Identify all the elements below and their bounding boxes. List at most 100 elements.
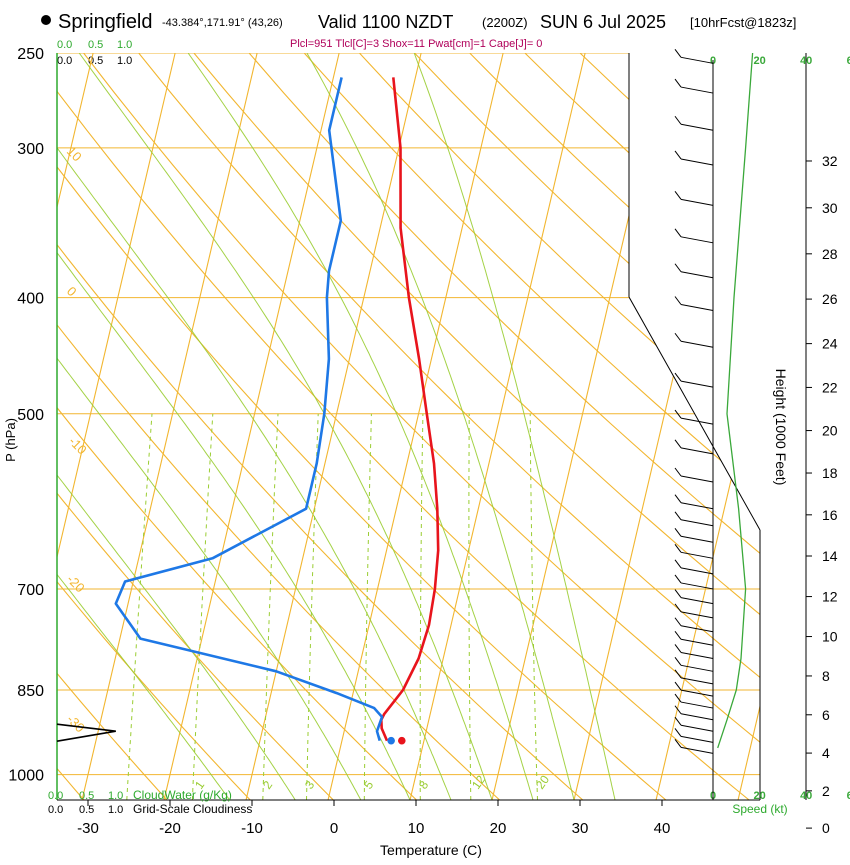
wind-barb xyxy=(681,652,713,658)
wind-barb xyxy=(681,552,713,558)
wind-speed-profile xyxy=(718,53,753,748)
top-cloudwater-tick: 0.5 xyxy=(88,39,103,51)
wind-barb-flag xyxy=(675,618,681,626)
wind-barb-flag xyxy=(675,528,681,536)
moist-adiabat-35 xyxy=(414,53,615,800)
bottom-cloudwater-tick: 1.0 xyxy=(108,790,123,802)
temperature-tick-label: 10 xyxy=(408,820,425,837)
wind-barb xyxy=(681,714,713,720)
valid-time: Valid 1100 NZDT xyxy=(318,12,453,32)
pressure-tick-label: 850 xyxy=(17,683,44,700)
wind-barb-flag xyxy=(675,717,681,725)
isotherm-20 xyxy=(492,53,667,800)
pressure-tick-label: 1000 xyxy=(8,768,44,785)
wind-barb xyxy=(681,536,713,542)
mixing-ratio-5 xyxy=(364,414,371,800)
wind-barb xyxy=(681,87,713,93)
dry-adiabat-370 xyxy=(304,53,850,800)
moist-adiabat-20 xyxy=(79,53,492,800)
y-axis-title: P (hPa) xyxy=(3,418,18,462)
mixing-ratio-0.5 xyxy=(127,414,152,800)
wind-barb-flag xyxy=(675,590,681,598)
mixing-ratio-label: 12 xyxy=(469,772,488,791)
isotherm-10 xyxy=(410,53,585,800)
mixing-ratio-label: 8 xyxy=(416,778,431,792)
mixing-ratio-12 xyxy=(469,414,471,800)
utc-time: (2200Z) xyxy=(482,15,528,30)
isotherm-label: -20 xyxy=(64,572,88,596)
wind-barb-flag xyxy=(675,631,681,639)
wind-barb xyxy=(681,503,713,509)
pressure-tick-label: 400 xyxy=(17,291,44,308)
moist-adiabats xyxy=(0,53,615,800)
x-axis-title: Temperature (C) xyxy=(380,842,482,858)
dry-adiabat-label: 20 xyxy=(691,382,715,406)
isobars xyxy=(57,53,850,775)
isotherm-30 xyxy=(574,53,749,800)
cloudiness-marker xyxy=(57,724,116,741)
wind-barb xyxy=(681,237,713,243)
mixing-ratio-label: 5 xyxy=(361,778,376,792)
temperature-tick-label: -10 xyxy=(241,820,263,837)
height-tick-label: 18 xyxy=(822,465,838,481)
wind-barb xyxy=(681,747,713,753)
wind-barb xyxy=(681,639,713,645)
temperature-tick-label: 20 xyxy=(490,820,507,837)
height-tick-label: 4 xyxy=(822,745,830,761)
moist-adiabat-30 xyxy=(307,53,574,800)
sounding-parameters: Plcl=951 Tlcl[C]=3 Shox=11 Pwat[cm]=1 Ca… xyxy=(290,38,542,50)
isotherms xyxy=(0,53,850,800)
temperature-profile xyxy=(381,77,438,740)
wind-barb-flag xyxy=(675,682,681,690)
top-cloudiness-tick: 0.0 xyxy=(57,55,72,67)
isotherm-label: -30 xyxy=(64,712,88,736)
pressure-tick-label: 250 xyxy=(17,46,44,63)
mixing-ratio-label: 2 xyxy=(260,778,275,792)
wind-barb-flag xyxy=(675,116,681,124)
height-axis-title: Height (1000 Feet) xyxy=(773,369,789,486)
temperature-tick-label: 0 xyxy=(330,820,338,837)
wind-barb xyxy=(681,272,713,278)
height-tick-label: 16 xyxy=(822,507,838,523)
speed-tick-top: 40 xyxy=(800,55,812,67)
dry-adiabat-label: 0 xyxy=(630,192,647,211)
wind-barb-flag xyxy=(675,333,681,341)
temperature-tick-label: 40 xyxy=(654,820,671,837)
temperature-tick-label: -30 xyxy=(77,820,99,837)
dry-adiabat-290 xyxy=(0,53,500,800)
bottom-cloudwater-tick: 0.0 xyxy=(48,790,63,802)
height-tick-label: 10 xyxy=(822,629,838,645)
wind-barb-flag xyxy=(675,79,681,87)
isotherm--20 xyxy=(164,53,339,800)
wind-barb-flag xyxy=(675,468,681,476)
surface-dewpoint-marker xyxy=(387,737,395,745)
height-tick-label: 12 xyxy=(822,589,838,605)
wind-barb xyxy=(681,57,713,63)
speed-tick-top: 20 xyxy=(753,55,765,67)
wind-barb-flag xyxy=(675,264,681,272)
mixing-ratio-20 xyxy=(530,414,537,800)
height-tick-label: 26 xyxy=(822,291,838,307)
wind-barb xyxy=(681,725,713,731)
surface-temperature-marker xyxy=(398,737,406,745)
bottom-cloudwater-tick: 0.5 xyxy=(79,790,94,802)
top-cloudwater-tick: 0.0 xyxy=(57,39,72,51)
bottom-cloudiness-tick: 1.0 xyxy=(108,804,123,816)
forecast-date: SUN 6 Jul 2025 xyxy=(540,12,666,32)
pressure-tick-label: 700 xyxy=(17,582,44,599)
mixing-ratio-2 xyxy=(263,414,278,800)
wind-barb xyxy=(681,199,713,205)
wind-barb-flag xyxy=(675,728,681,736)
height-tick-label: 6 xyxy=(822,707,830,723)
height-tick-label: 14 xyxy=(822,548,838,564)
dry-adiabat-270 xyxy=(0,53,333,800)
temperature-tick-label: -20 xyxy=(159,820,181,837)
wind-barb xyxy=(681,736,713,742)
wind-barb xyxy=(681,476,713,482)
